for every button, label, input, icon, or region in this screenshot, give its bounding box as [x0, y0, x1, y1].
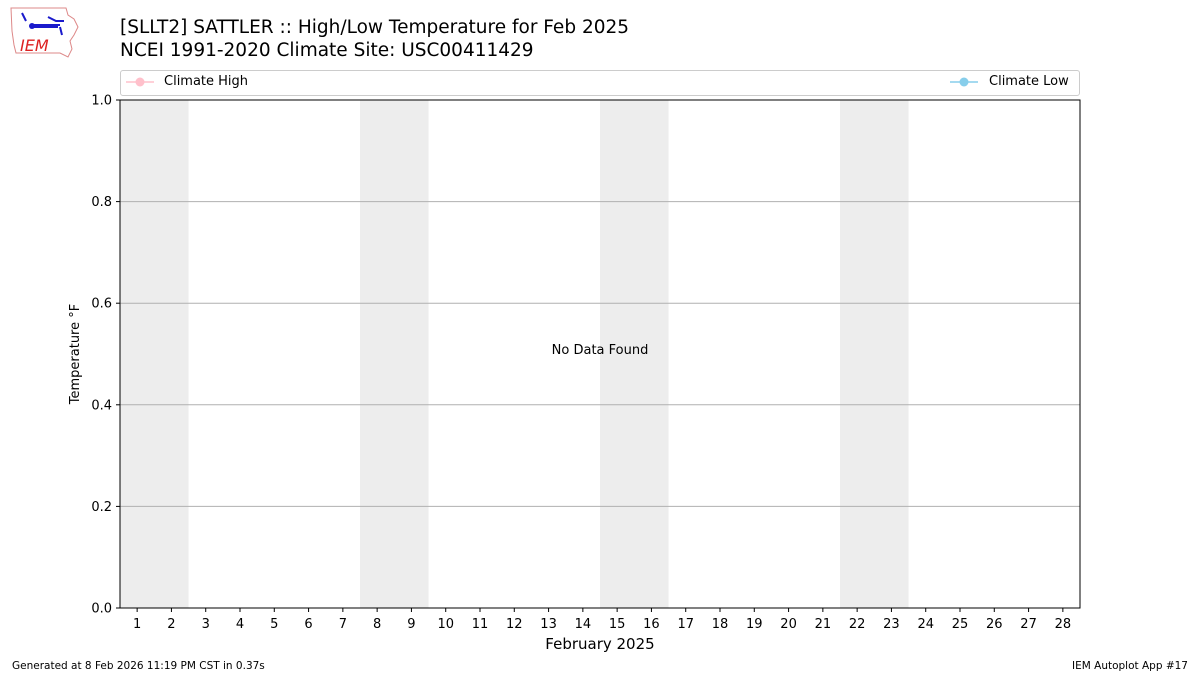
legend-marker-climate-high — [126, 77, 154, 87]
x-tick-label: 4 — [236, 617, 244, 632]
y-tick-label: 0.0 — [91, 602, 112, 617]
footer-app: IEM Autoplot App #17 — [1072, 660, 1188, 672]
x-tick-label: 9 — [407, 617, 415, 632]
x-tick-label: 11 — [472, 617, 489, 632]
x-tick-label: 3 — [202, 617, 210, 632]
weekend-shade — [120, 100, 189, 608]
chart-subtitle: NCEI 1991-2020 Climate Site: USC00411429 — [120, 40, 534, 61]
x-tick-label: 21 — [815, 617, 832, 632]
y-axis-label: Temperature °F — [68, 304, 83, 405]
weekend-shade — [360, 100, 429, 608]
x-tick-label: 26 — [986, 617, 1003, 632]
legend-label-climate-high: Climate High — [164, 74, 249, 89]
x-tick-label: 15 — [609, 617, 626, 632]
x-tick-label: 6 — [304, 617, 312, 632]
x-tick-label: 22 — [849, 617, 866, 632]
x-tick-label: 8 — [373, 617, 381, 632]
iem-logo: IEM — [10, 7, 79, 58]
legend-marker-climate-low — [950, 77, 978, 87]
legend: Climate High Climate Low — [120, 70, 1080, 96]
x-tick-label: 27 — [1020, 617, 1037, 632]
axes-frame — [119, 99, 1081, 609]
x-tick-label: 14 — [575, 617, 592, 632]
x-tick-label: 20 — [780, 617, 797, 632]
chart-title: [SLLT2] SATTLER :: High/Low Temperature … — [120, 17, 630, 38]
x-tick-label: 2 — [167, 617, 175, 632]
x-tick-label: 23 — [883, 617, 900, 632]
y-tick-label: 0.8 — [91, 195, 112, 210]
x-tick-label: 16 — [643, 617, 660, 632]
footer-generated: Generated at 8 Feb 2026 11:19 PM CST in … — [12, 660, 265, 672]
x-tick-label: 12 — [506, 617, 523, 632]
x-tick-label: 13 — [540, 617, 557, 632]
x-tick-label: 19 — [746, 617, 763, 632]
weekend-shade — [600, 100, 669, 608]
x-tick-label: 7 — [339, 617, 347, 632]
x-tick-label: 28 — [1055, 617, 1072, 632]
legend-label-climate-low: Climate Low — [989, 74, 1069, 89]
weekend-shade — [840, 100, 909, 608]
y-tick-label: 0.4 — [91, 398, 112, 413]
x-tick-label: 24 — [917, 617, 934, 632]
x-tick-label: 18 — [712, 617, 729, 632]
x-tick-label: 10 — [437, 617, 454, 632]
no-data-annotation: No Data Found — [552, 343, 649, 358]
x-tick-label: 25 — [952, 617, 969, 632]
x-tick-label: 1 — [133, 617, 141, 632]
x-tick-label: 17 — [677, 617, 694, 632]
y-tick-label: 0.6 — [91, 297, 112, 312]
x-axis-label: February 2025 — [545, 635, 654, 653]
y-tick-label: 1.0 — [91, 94, 112, 109]
x-tick-label: 5 — [270, 617, 278, 632]
logo-text: IEM — [20, 36, 49, 55]
y-tick-label: 0.2 — [91, 500, 112, 515]
